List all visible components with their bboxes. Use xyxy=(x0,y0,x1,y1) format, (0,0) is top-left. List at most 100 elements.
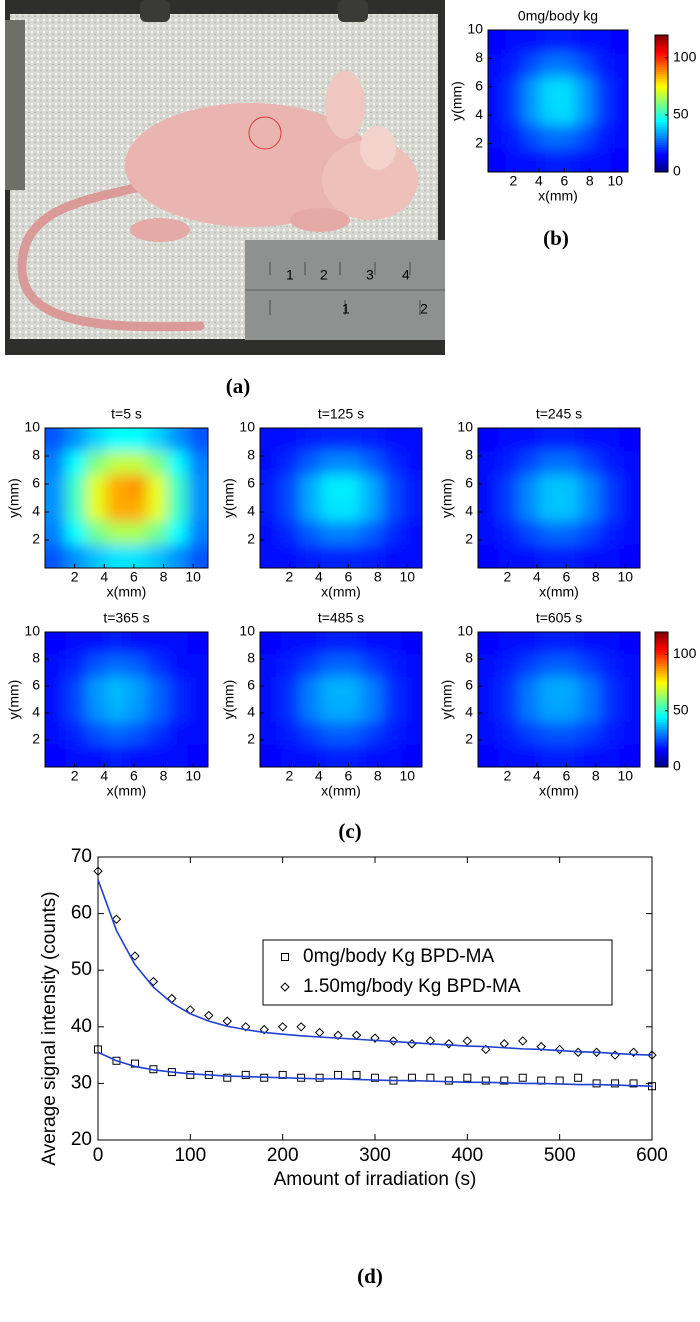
heatmap-cell xyxy=(300,654,322,678)
heatmap-cell xyxy=(619,722,640,745)
colorbar-swatch xyxy=(655,656,668,660)
heatmap-cell xyxy=(280,544,301,568)
heatmap-cells xyxy=(260,632,422,767)
y-tick-label: 10 xyxy=(457,419,473,435)
heatmap-cell xyxy=(320,632,342,655)
heatmap-cell xyxy=(558,124,576,149)
heatmap-panel: t=605 s 2 4 6 8 10 2 4 6 8 10 x(mm) y(mm) 0 50 100 xyxy=(439,610,697,799)
x-tick-label: 2 xyxy=(510,173,518,189)
heatmap-cell xyxy=(538,498,560,522)
heatmap-cell xyxy=(540,124,559,149)
heatmap-cell xyxy=(106,654,127,678)
data-point xyxy=(371,1073,379,1082)
heatmap-cell xyxy=(498,722,519,745)
heatmap-blur xyxy=(45,428,208,568)
heatmap-cell xyxy=(478,654,499,678)
y-tick-label: 8 xyxy=(465,447,473,463)
legend-box xyxy=(262,939,613,1006)
heatmap-cell xyxy=(320,474,342,499)
heatmap-cell xyxy=(599,632,621,655)
colorbar-swatch xyxy=(655,679,668,682)
heatmap-cell xyxy=(575,53,594,78)
heatmap-cell xyxy=(498,632,519,655)
heatmap-cell xyxy=(300,544,322,568)
heatmap-cell xyxy=(559,544,580,568)
x-tick-label: 10 xyxy=(185,569,201,585)
heatmap-cell xyxy=(106,677,127,700)
heatmap-cell xyxy=(478,521,499,546)
heatmap-cell xyxy=(575,30,594,55)
plot-frame xyxy=(259,427,423,569)
heatmap-cell xyxy=(300,699,322,723)
heatmap-cell xyxy=(381,428,403,452)
x-tick-label: 8 xyxy=(160,569,168,585)
x-tick-label: 6 xyxy=(130,569,138,585)
heatmap-cell xyxy=(106,451,127,476)
data-point xyxy=(388,1036,399,1046)
heatmap-cell xyxy=(341,451,362,476)
heatmap-cell xyxy=(559,632,580,655)
colorbar-swatch xyxy=(655,688,668,691)
heatmap-cell xyxy=(488,77,506,102)
heatmap-cell xyxy=(280,451,301,476)
heatmap-cell xyxy=(381,451,403,476)
data-point xyxy=(223,1073,232,1082)
heatmap-cell xyxy=(478,744,499,767)
heatmap-cell xyxy=(540,30,559,55)
y-tick-label: 2 xyxy=(465,531,473,547)
heatmap-cell xyxy=(341,677,362,700)
x-tick-label: 2 xyxy=(286,569,294,585)
chart-title: t=605 s xyxy=(536,610,582,626)
heatmap-cell xyxy=(167,498,189,522)
heatmap-cell xyxy=(146,544,168,568)
data-point xyxy=(536,1041,546,1052)
heatmap-cell xyxy=(167,677,189,700)
x-tick-label: 300 xyxy=(359,1145,391,1166)
heatmap-cell xyxy=(45,521,66,546)
heatmap-cell xyxy=(558,53,576,78)
colorbar-swatch xyxy=(655,749,668,752)
colorbar-swatch xyxy=(655,73,668,77)
legend-label: 0mg/body Kg BPD-MA xyxy=(303,946,494,967)
heatmap-cell xyxy=(167,632,189,655)
colorbar-swatch xyxy=(655,124,668,127)
heatmap-cell xyxy=(540,53,559,78)
heatmap-cell xyxy=(126,699,148,723)
heatmap-cell xyxy=(538,699,560,723)
heatmap-cell xyxy=(579,498,600,522)
heatmap-cell xyxy=(320,722,342,745)
heatmap-cell xyxy=(187,677,208,700)
heatmap-cell xyxy=(260,677,281,700)
heatmap-cell xyxy=(260,498,281,522)
colorbar-swatch xyxy=(655,740,668,743)
heatmap-cell xyxy=(126,632,148,655)
heatmap-cell xyxy=(488,101,506,126)
heatmap-cell xyxy=(187,451,208,476)
heatmap-cell xyxy=(381,744,403,767)
data-point xyxy=(628,1047,639,1057)
heatmap-cell xyxy=(280,677,301,700)
heatmap-cell xyxy=(85,451,107,476)
x-tick-label: 6 xyxy=(344,569,352,585)
colorbar-swatch xyxy=(655,140,668,143)
heatmap-cell xyxy=(187,474,208,499)
heatmap-cell xyxy=(146,677,168,700)
heatmap-cell xyxy=(341,428,362,452)
x-tick-label: 8 xyxy=(586,173,594,189)
data-point xyxy=(241,1022,251,1032)
x-tick-label: 6 xyxy=(344,768,352,784)
heatmap-cell xyxy=(381,722,403,745)
data-point xyxy=(277,1022,288,1032)
y-tick-label: 10 xyxy=(24,419,40,435)
heatmap-cell xyxy=(65,544,87,568)
colorbar-swatch xyxy=(655,96,668,100)
heatmap-cell xyxy=(518,428,540,452)
heatmap-cell xyxy=(260,451,281,476)
heatmap-cell xyxy=(579,632,600,655)
y-tick-label: 6 xyxy=(465,475,473,491)
heatmap-cell xyxy=(381,632,403,655)
heatmap-cell xyxy=(538,544,560,568)
heatmap-cell xyxy=(559,498,580,522)
colorbar-swatch xyxy=(655,681,668,685)
data-point xyxy=(444,1076,453,1085)
